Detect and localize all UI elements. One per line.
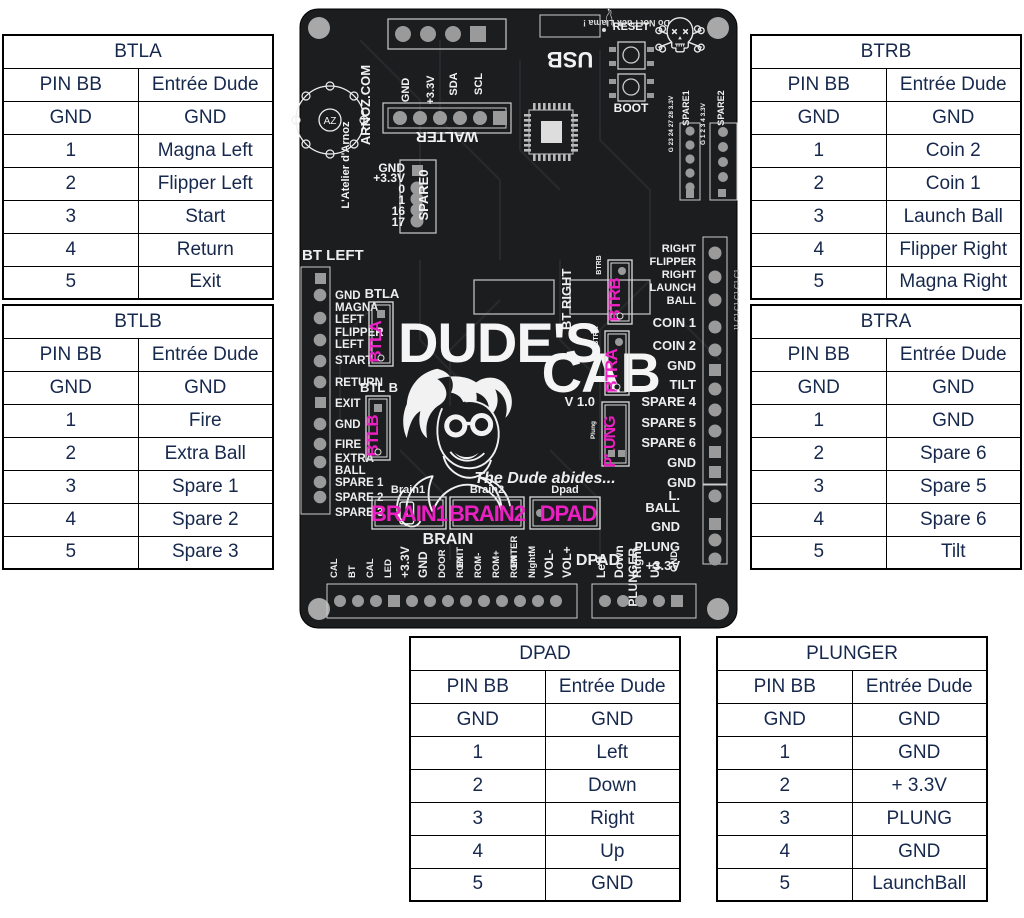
svg-text:SPARE0: SPARE0 [416, 169, 431, 220]
svg-text:BOOT: BOOT [614, 101, 649, 115]
svg-text:Plung: Plung [590, 421, 597, 439]
svg-text:Left: Left [594, 556, 608, 578]
svg-text:ROM+: ROM+ [491, 550, 502, 578]
svg-text:RESET: RESET [613, 21, 650, 33]
svg-text:SDA: SDA [448, 72, 460, 95]
svg-text:LEFT: LEFT [335, 314, 364, 326]
svg-text:TILT: TILT [670, 377, 697, 392]
svg-text:GND: GND [335, 419, 361, 431]
svg-text:CAL: CAL [329, 558, 340, 578]
svg-text:Up: Up [648, 562, 662, 578]
svg-text:GND: GND [669, 551, 680, 572]
svg-text:LEFT: LEFT [335, 339, 364, 351]
svg-text:LED: LED [383, 559, 394, 578]
svg-text:GND: GND [651, 519, 680, 534]
svg-text:VOL+: VOL+ [560, 546, 574, 578]
svg-text:SPARE 6: SPARE 6 [641, 435, 696, 450]
svg-text:PLUNG: PLUNG [602, 416, 619, 468]
svg-text:DOOR: DOOR [437, 549, 448, 578]
svg-text:Right: Right [630, 547, 644, 578]
svg-text:BT: BT [347, 565, 358, 578]
svg-text:Brain2: Brain2 [470, 484, 504, 496]
svg-text:LAUNCH: LAUNCH [650, 282, 696, 294]
svg-text:SCL: SCL [473, 73, 485, 95]
svg-text:GND: GND [335, 290, 361, 302]
svg-text:EXIT: EXIT [455, 547, 466, 568]
svg-text:COIN 1: COIN 1 [653, 315, 696, 330]
svg-text:USB: USB [547, 47, 593, 72]
svg-text:EXIT: EXIT [335, 398, 361, 410]
svg-text:FLIPPER: FLIPPER [650, 256, 697, 268]
svg-text:GND: GND [416, 551, 430, 578]
svg-text:SPARE 4: SPARE 4 [641, 394, 696, 409]
svg-text:Brain1: Brain1 [391, 484, 425, 496]
svg-text:ROM-: ROM- [473, 553, 484, 578]
svg-text:AZ: AZ [324, 116, 337, 127]
svg-text:DPAD: DPAD [540, 501, 597, 526]
svg-text:BTLA: BTLA [365, 286, 400, 301]
svg-text:COIN 2: COIN 2 [653, 338, 696, 353]
svg-text:G 1 2 3 4 3.3V: G 1 2 3 4 3.3V [700, 102, 707, 145]
svg-text:SPARE2: SPARE2 [716, 90, 726, 125]
svg-text:V 1.0: V 1.0 [565, 394, 595, 409]
svg-text:+3.3V: +3.3V [398, 546, 412, 578]
svg-text:GND: GND [667, 455, 696, 470]
svg-text:L'Atelier d'Arnoz: L'Atelier d'Arnoz [340, 121, 352, 209]
svg-text:SPARE 5: SPARE 5 [641, 415, 696, 430]
svg-text:SPARE 1: SPARE 1 [335, 477, 384, 489]
svg-text:BT RIGHT: BT RIGHT [559, 269, 574, 330]
svg-text:BTL B: BTL B [360, 380, 398, 395]
svg-text:BRAIN: BRAIN [423, 531, 474, 548]
svg-text:SPARE1: SPARE1 [681, 90, 691, 125]
svg-text:G 23 24 27 28 3.3V: G 23 24 27 28 3.3V [668, 95, 675, 152]
svg-text:BTRB: BTRB [596, 255, 603, 274]
svg-text:17: 17 [392, 215, 406, 229]
svg-text:Down: Down [612, 545, 626, 578]
svg-text:BRAIN1: BRAIN1 [371, 501, 448, 526]
svg-text:GND: GND [667, 358, 696, 373]
svg-text:RIGHT: RIGHT [662, 269, 697, 281]
svg-text:BT LEFT: BT LEFT [302, 247, 364, 264]
svg-text:VOL-: VOL- [542, 549, 556, 578]
svg-text:ARNOZ.COM: ARNOZ.COM [358, 65, 373, 145]
svg-text:+3.3V: +3.3V [425, 75, 437, 105]
svg-text:FIRE: FIRE [335, 439, 362, 451]
svg-text:Dpad: Dpad [551, 484, 579, 496]
svg-text:ENTER: ENTER [509, 536, 520, 568]
svg-text:BRAIN2: BRAIN2 [449, 501, 526, 526]
svg-text:BALL: BALL [667, 295, 697, 307]
svg-text:J1,C1,C1,C1,C1,C1: J1,C1,C1,C1,C1,C1 [734, 269, 741, 331]
svg-text:GND: GND [400, 78, 412, 103]
svg-text:WALTER: WALTER [416, 128, 478, 145]
svg-text:NightM: NightM [527, 546, 538, 578]
svg-text:BALL: BALL [645, 500, 680, 515]
svg-text:CAL: CAL [365, 558, 376, 578]
svg-text:BALL: BALL [335, 465, 366, 477]
svg-text:BTRA: BTRA [593, 326, 600, 345]
svg-text:RIGHT: RIGHT [662, 243, 697, 255]
